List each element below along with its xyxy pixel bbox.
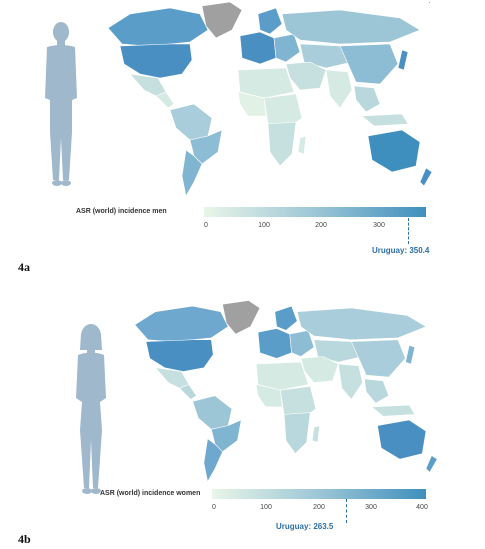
map-north-africa [255, 361, 309, 391]
map-south-america-north [169, 103, 213, 141]
map-southern-africa [267, 121, 297, 167]
map-south-america-south [203, 438, 223, 483]
map-central-asia [313, 339, 364, 363]
world-map-men [107, 1, 433, 197]
female-silhouette-icon [76, 324, 106, 494]
map-western-europe [257, 328, 292, 359]
uruguay-marker-label: Uruguay: 350.4 [372, 246, 430, 255]
map-middle-east [285, 61, 327, 91]
map-australia [377, 419, 427, 460]
map-china [339, 43, 399, 85]
map-canada [134, 305, 229, 342]
map-usa [119, 43, 193, 79]
map-australia [367, 129, 421, 173]
legend-title: ASR (world) incidence men [76, 208, 167, 215]
map-japan [405, 344, 416, 365]
legend-title: ASR (world) incidence women [100, 490, 201, 497]
map-central-asia [299, 43, 353, 69]
map-indonesia [361, 113, 409, 127]
panel-4a: · [0, 0, 485, 274]
tick-label: 100 [258, 222, 270, 229]
map-usa [145, 339, 214, 372]
map-new-zealand [419, 167, 433, 187]
map-eastern-europe [273, 33, 301, 63]
map-russia [281, 9, 421, 45]
map-madagascar [297, 135, 307, 155]
map-southern-africa [283, 412, 311, 455]
map-middle-east [300, 356, 339, 383]
world-map-women [134, 300, 438, 483]
legend-men: ASR (world) incidence men 0 100 200 300 [76, 207, 436, 237]
map-greenland [222, 300, 261, 335]
legend-women: ASR (world) incidence women 0 100 200 30… [100, 489, 440, 519]
map-india [337, 363, 363, 400]
male-silhouette-icon [45, 22, 77, 186]
tick-label: 100 [260, 504, 272, 511]
uruguay-marker-line [346, 499, 347, 523]
map-india [325, 69, 353, 109]
map-scandinavia [257, 7, 283, 35]
map-indonesia [371, 404, 416, 417]
panel-label: 4a [18, 260, 30, 274]
map-west-africa [237, 91, 267, 117]
tick-label: 400 [416, 504, 428, 511]
tick-label: 300 [373, 222, 385, 229]
map-canada [107, 7, 209, 47]
map-japan [397, 49, 409, 71]
uruguay-marker-label: Uruguay: 263.5 [276, 522, 334, 531]
uruguay-marker-line [408, 218, 409, 244]
panel-4b: ASR (world) incidence women 0 100 200 30… [0, 292, 485, 549]
map-north-africa [237, 67, 295, 99]
map-west-africa [255, 384, 283, 408]
map-scandinavia [274, 305, 298, 331]
map-madagascar [311, 425, 320, 443]
map-new-zealand [425, 455, 438, 473]
map-central-america [179, 384, 197, 400]
map-western-europe [239, 31, 277, 65]
tick-label: 0 [204, 222, 208, 229]
panel-label: 4b [18, 532, 31, 546]
tick-label: 200 [313, 504, 325, 511]
map-south-america-north [192, 395, 233, 430]
tick-label: 200 [315, 222, 327, 229]
map-china [350, 339, 406, 378]
color-scale-bar [204, 207, 426, 217]
map-southeast-asia [364, 378, 390, 404]
map-greenland [201, 1, 243, 39]
map-russia [296, 307, 427, 341]
map-south-america-south [181, 149, 203, 197]
tick-label: 300 [365, 504, 377, 511]
map-southeast-asia [353, 85, 381, 113]
corner-mark: · [428, 0, 431, 7]
map-central-america [155, 91, 175, 109]
tick-label: 0 [212, 504, 216, 511]
map-eastern-europe [289, 330, 315, 357]
color-scale-bar [212, 489, 426, 499]
